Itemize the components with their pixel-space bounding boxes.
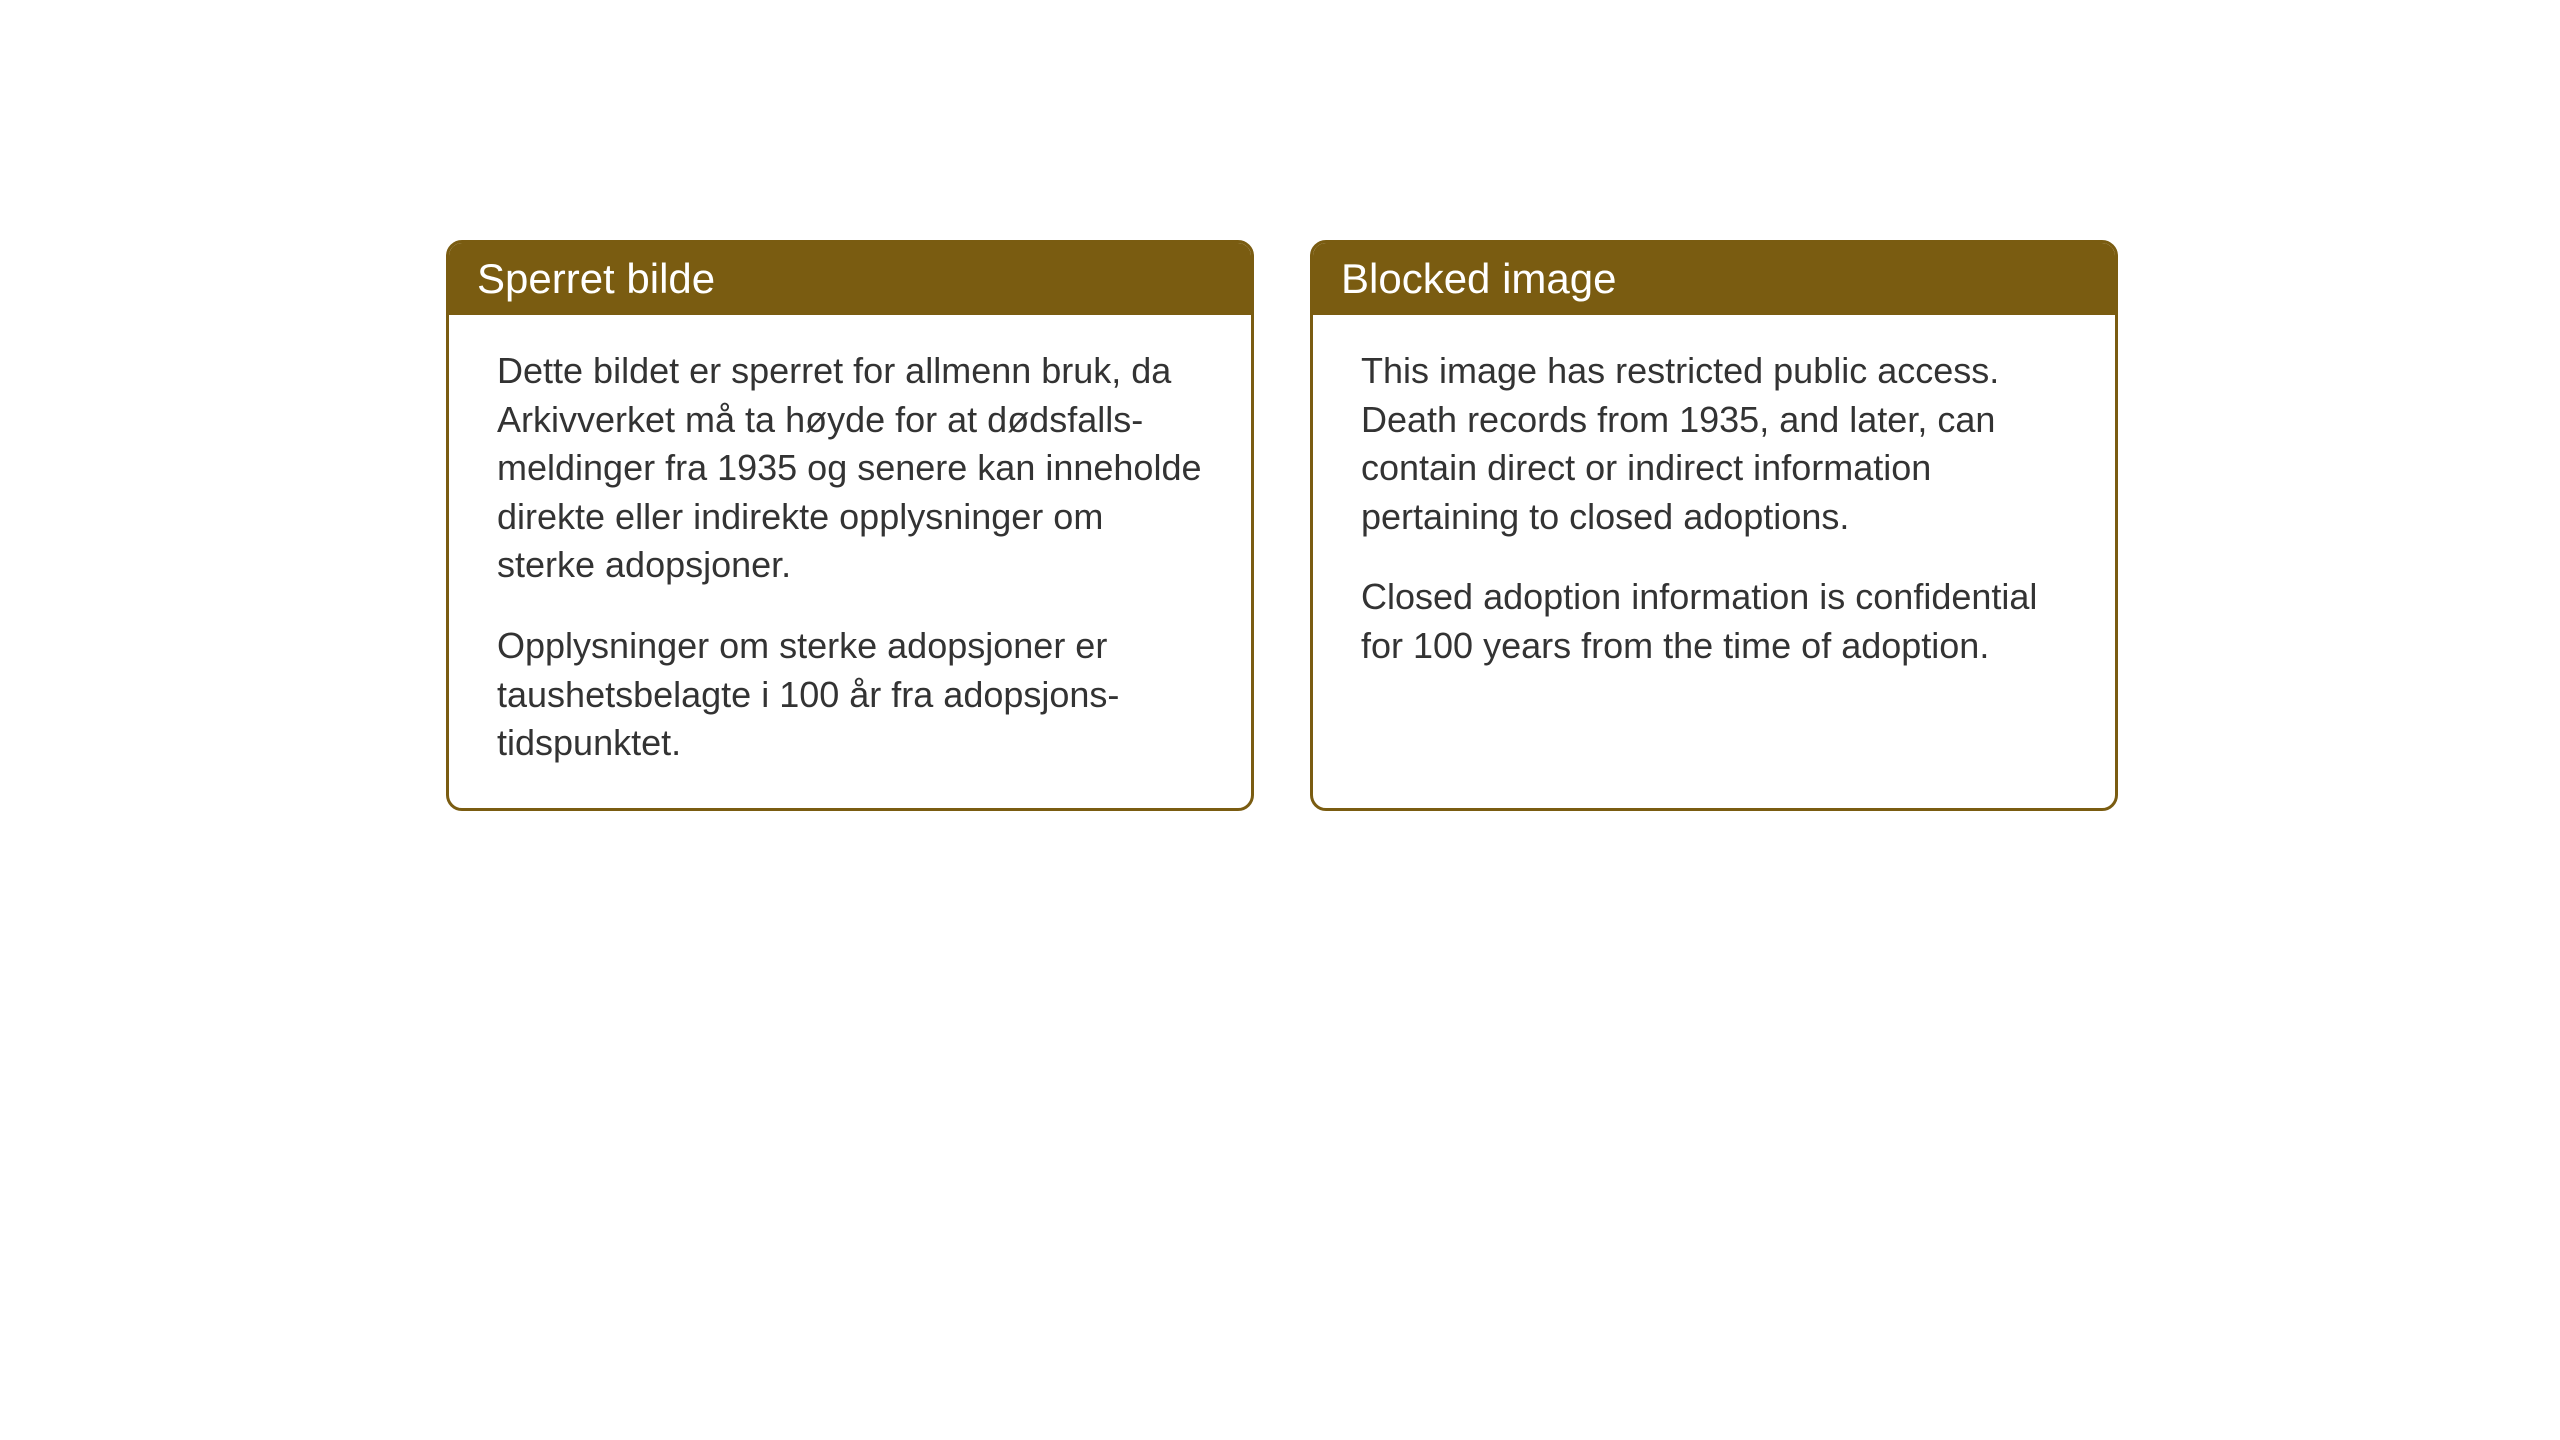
norwegian-paragraph-2: Opplysninger om sterke adopsjoner er tau… <box>497 622 1203 768</box>
english-paragraph-1: This image has restricted public access.… <box>1361 347 2067 541</box>
norwegian-paragraph-1: Dette bildet er sperret for allmenn bruk… <box>497 347 1203 590</box>
english-card-header: Blocked image <box>1313 243 2115 315</box>
norwegian-card: Sperret bilde Dette bildet er sperret fo… <box>446 240 1254 811</box>
english-card-body: This image has restricted public access.… <box>1313 315 2115 711</box>
norwegian-title: Sperret bilde <box>477 255 715 302</box>
norwegian-card-body: Dette bildet er sperret for allmenn bruk… <box>449 315 1251 808</box>
english-paragraph-2: Closed adoption information is confident… <box>1361 573 2067 670</box>
english-title: Blocked image <box>1341 255 1616 302</box>
english-card: Blocked image This image has restricted … <box>1310 240 2118 811</box>
cards-container: Sperret bilde Dette bildet er sperret fo… <box>446 240 2118 811</box>
norwegian-card-header: Sperret bilde <box>449 243 1251 315</box>
